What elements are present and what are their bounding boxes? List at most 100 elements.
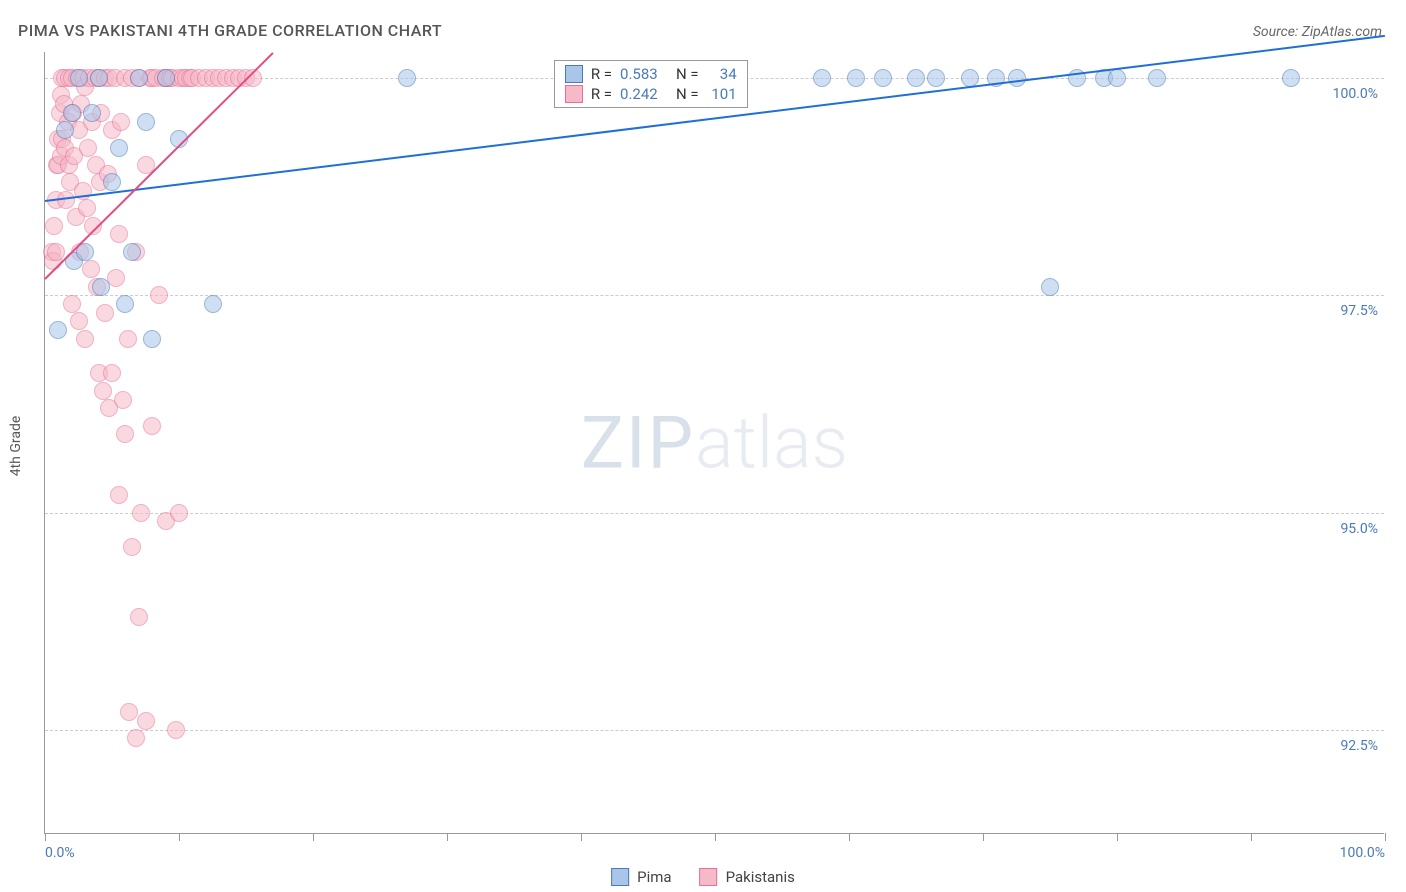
- legend-swatch: [700, 868, 718, 886]
- data-point: [114, 391, 132, 409]
- data-point: [110, 486, 128, 504]
- data-point: [907, 69, 925, 87]
- data-point: [63, 104, 81, 122]
- data-point: [49, 321, 67, 339]
- data-point: [1008, 69, 1026, 87]
- x-tick-label: 0.0%: [45, 845, 75, 861]
- stat-r-label: R =: [591, 85, 612, 103]
- y-tick-label: 100.0%: [1333, 86, 1378, 102]
- x-tick: [581, 833, 582, 841]
- data-point: [1041, 278, 1059, 296]
- y-tick-label: 95.0%: [1340, 521, 1378, 537]
- data-point: [847, 69, 865, 87]
- stat-n-value: 101: [707, 85, 737, 103]
- data-point: [874, 69, 892, 87]
- data-point: [78, 199, 96, 217]
- data-point: [96, 304, 114, 322]
- data-point: [143, 417, 161, 435]
- data-point: [137, 712, 155, 730]
- legend-item: Pakistanis: [700, 868, 795, 886]
- data-point: [119, 330, 137, 348]
- data-point: [398, 69, 416, 87]
- data-point: [70, 312, 88, 330]
- x-tick: [715, 833, 716, 841]
- x-tick-label: 100.0%: [1340, 845, 1385, 861]
- data-point: [116, 295, 134, 313]
- x-tick: [313, 833, 314, 841]
- data-point: [204, 295, 222, 313]
- stat-r-value: 0.242: [620, 85, 668, 103]
- chart-title: PIMA VS PAKISTANI 4TH GRADE CORRELATION …: [18, 21, 442, 40]
- legend-item: Pima: [611, 868, 671, 886]
- data-point: [103, 364, 121, 382]
- stat-n-label: N =: [676, 85, 699, 103]
- chart-container: PIMA VS PAKISTANI 4TH GRADE CORRELATION …: [0, 0, 1406, 892]
- data-point: [103, 173, 121, 191]
- x-tick: [849, 833, 850, 841]
- x-tick: [447, 833, 448, 841]
- data-point: [116, 425, 134, 443]
- watermark-sub: atlas: [695, 400, 848, 485]
- gridline: [45, 513, 1384, 514]
- data-point: [123, 243, 141, 261]
- gridline: [45, 730, 1384, 731]
- legend-label: Pakistanis: [726, 868, 795, 886]
- bottom-legend: Pima Pakistanis: [611, 868, 795, 886]
- data-point: [150, 286, 168, 304]
- stat-r-value: 0.583: [620, 65, 668, 83]
- data-point: [112, 113, 130, 131]
- data-point: [1282, 69, 1300, 87]
- data-point: [56, 121, 74, 139]
- legend-swatch: [565, 65, 583, 83]
- stat-n-label: N =: [676, 65, 699, 83]
- data-point: [157, 69, 175, 87]
- x-tick: [179, 833, 180, 841]
- stats-row: R = 0.242 N = 101: [565, 85, 737, 103]
- legend-swatch: [611, 868, 629, 886]
- data-point: [76, 330, 94, 348]
- data-point: [1108, 69, 1126, 87]
- data-point: [137, 113, 155, 131]
- data-point: [83, 104, 101, 122]
- data-point: [47, 243, 65, 261]
- stats-row: R = 0.583 N = 34: [565, 65, 737, 83]
- title-bar: PIMA VS PAKISTANI 4TH GRADE CORRELATION …: [0, 0, 1406, 40]
- data-point: [110, 139, 128, 157]
- watermark: ZIPatlas: [581, 400, 848, 485]
- watermark-main: ZIP: [581, 400, 695, 485]
- data-point: [927, 69, 945, 87]
- x-tick: [1385, 833, 1386, 841]
- y-tick-label: 97.5%: [1340, 303, 1378, 319]
- data-point: [79, 139, 97, 157]
- data-point: [110, 225, 128, 243]
- data-point: [90, 69, 108, 87]
- data-point: [70, 69, 88, 87]
- x-tick: [45, 833, 46, 841]
- x-tick: [983, 833, 984, 841]
- data-point: [127, 729, 145, 747]
- plot-area: ZIPatlas 92.5%95.0%97.5%100.0%0.0%100.0%…: [44, 52, 1384, 834]
- data-point: [82, 260, 100, 278]
- x-tick: [1117, 833, 1118, 841]
- data-point: [94, 382, 112, 400]
- data-point: [167, 721, 185, 739]
- data-point: [1148, 69, 1166, 87]
- x-tick: [1251, 833, 1252, 841]
- data-point: [123, 538, 141, 556]
- data-point: [45, 217, 63, 235]
- y-axis-title: 4th Grade: [8, 416, 24, 477]
- data-point: [130, 69, 148, 87]
- data-point: [92, 278, 110, 296]
- stats-legend: R = 0.583 N = 34 R = 0.242 N = 101: [554, 60, 748, 108]
- legend-label: Pima: [637, 868, 671, 886]
- y-tick-label: 92.5%: [1340, 738, 1378, 754]
- data-point: [132, 504, 150, 522]
- data-point: [813, 69, 831, 87]
- data-point: [143, 330, 161, 348]
- data-point: [63, 295, 81, 313]
- data-point: [130, 608, 148, 626]
- data-point: [170, 504, 188, 522]
- stat-r-label: R =: [591, 65, 612, 83]
- stat-n-value: 34: [707, 65, 737, 83]
- legend-swatch: [565, 85, 583, 103]
